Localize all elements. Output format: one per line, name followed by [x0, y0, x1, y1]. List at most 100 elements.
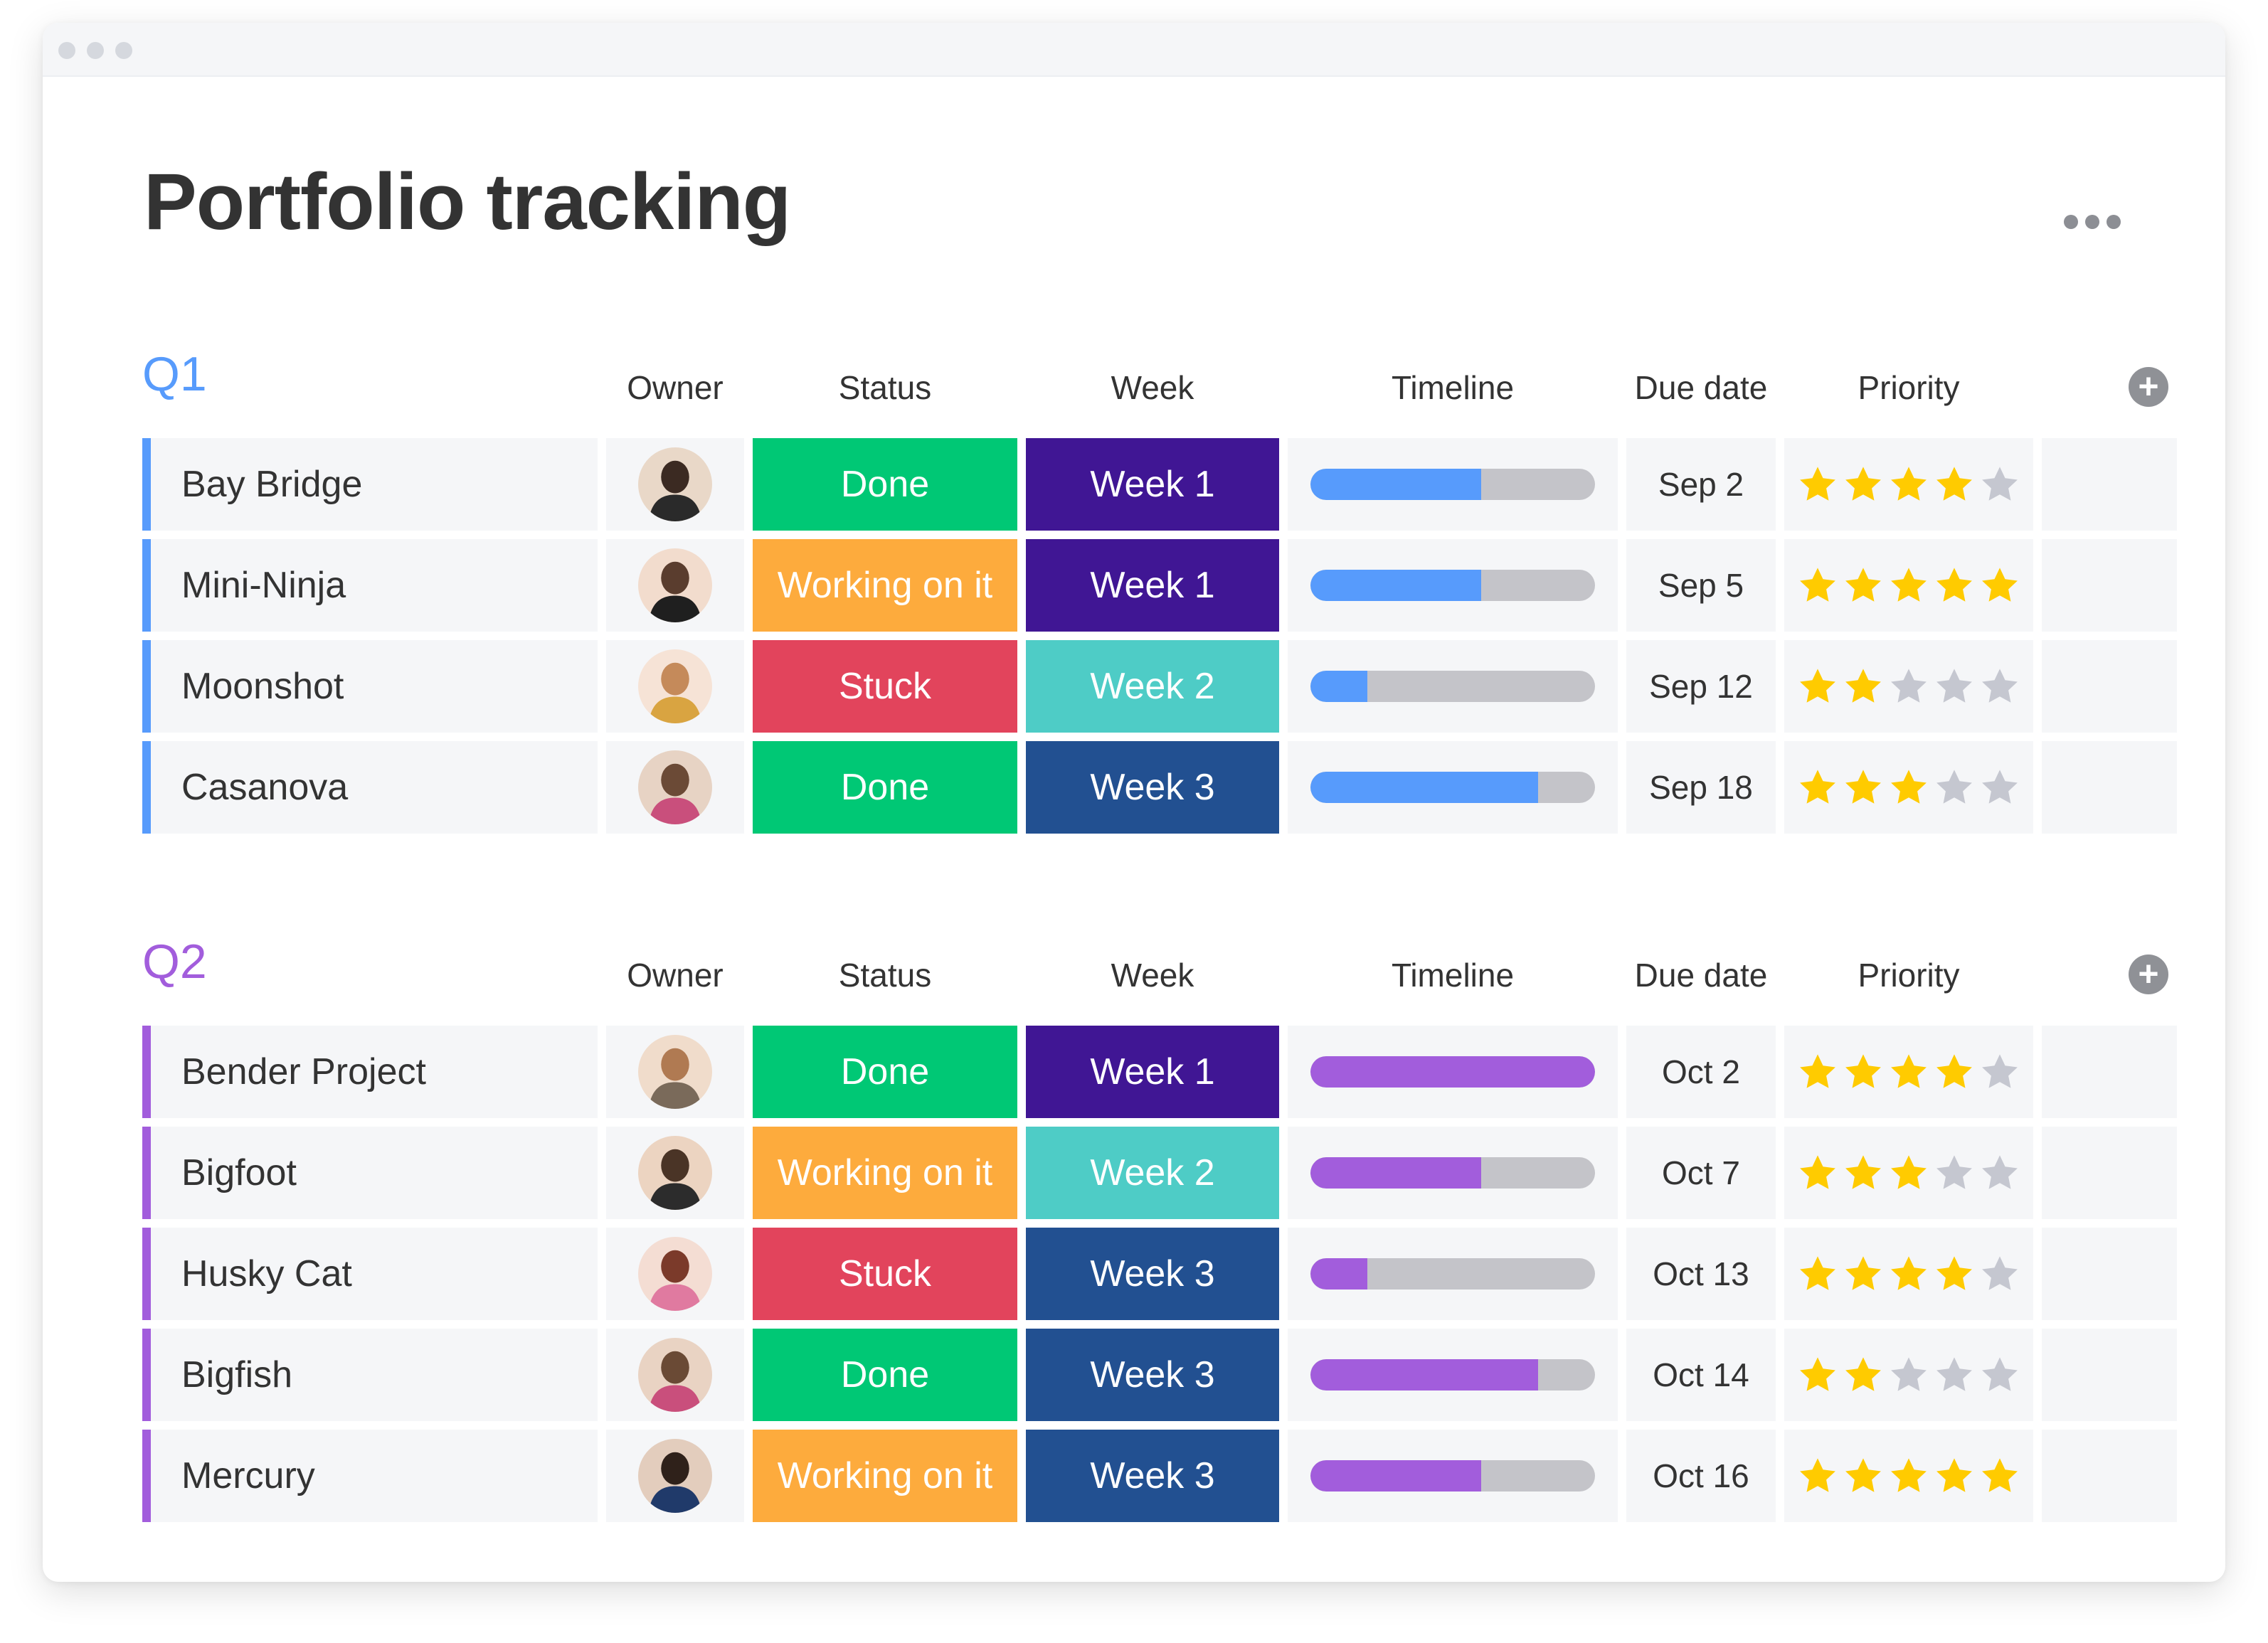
column-header-status[interactable]: Status [838, 369, 932, 406]
star-filled-icon[interactable] [1843, 1455, 1884, 1496]
add-column-icon[interactable]: + [2129, 955, 2168, 994]
timeline-cell[interactable] [1288, 1127, 1618, 1219]
timeline-bar[interactable] [1310, 1460, 1595, 1492]
column-header-priority[interactable]: Priority [1858, 957, 1960, 994]
star-filled-icon[interactable] [1934, 1051, 1975, 1092]
timeline-bar[interactable] [1310, 1056, 1595, 1088]
timeline-bar[interactable] [1310, 1258, 1595, 1290]
star-filled-icon[interactable] [1934, 565, 1975, 606]
timeline-bar[interactable] [1310, 469, 1595, 500]
due-date[interactable]: Oct 7 [1626, 1127, 1776, 1219]
column-header-due[interactable]: Due date [1634, 369, 1768, 406]
group-title[interactable]: Q1 [142, 347, 207, 401]
week-label[interactable]: Week 3 [1026, 741, 1279, 834]
owner-cell[interactable] [606, 1228, 744, 1320]
column-header-timeline[interactable]: Timeline [1391, 369, 1515, 406]
star-filled-icon[interactable] [1979, 565, 2020, 606]
add-column-icon[interactable]: + [2129, 367, 2168, 407]
status-label[interactable]: Working on it [753, 1127, 1017, 1219]
item-name-cell[interactable]: Mercury [142, 1430, 598, 1522]
status-label[interactable]: Stuck [753, 640, 1017, 733]
avatar-icon[interactable] [638, 447, 712, 521]
status-label[interactable]: Done [753, 1329, 1017, 1421]
owner-cell[interactable] [606, 741, 744, 834]
week-label[interactable]: Week 3 [1026, 1228, 1279, 1320]
status-label[interactable]: Working on it [753, 539, 1017, 632]
week-label[interactable]: Week 3 [1026, 1430, 1279, 1522]
column-header-owner[interactable]: Owner [627, 369, 724, 406]
timeline-cell[interactable] [1288, 1228, 1618, 1320]
week-label[interactable]: Week 1 [1026, 1026, 1279, 1118]
column-header-timeline[interactable]: Timeline [1391, 957, 1515, 994]
star-filled-icon[interactable] [1888, 1152, 1929, 1193]
avatar-icon[interactable] [638, 1439, 712, 1513]
star-empty-icon[interactable] [1934, 767, 1975, 808]
star-filled-icon[interactable] [1888, 464, 1929, 505]
timeline-cell[interactable] [1288, 741, 1618, 834]
week-label[interactable]: Week 1 [1026, 438, 1279, 531]
column-header-week[interactable]: Week [1111, 369, 1194, 406]
due-date[interactable]: Sep 18 [1626, 741, 1776, 834]
item-name-cell[interactable]: Bigfoot [142, 1127, 598, 1219]
due-date[interactable]: Sep 5 [1626, 539, 1776, 632]
column-header-status[interactable]: Status [838, 957, 932, 994]
item-name-cell[interactable]: Bender Project [142, 1026, 598, 1118]
star-empty-icon[interactable] [1979, 464, 2020, 505]
column-header-week[interactable]: Week [1111, 957, 1194, 994]
star-filled-icon[interactable] [1797, 565, 1838, 606]
due-date[interactable]: Oct 16 [1626, 1430, 1776, 1522]
item-name-cell[interactable]: Mini-Ninja [142, 539, 598, 632]
timeline-cell[interactable] [1288, 1329, 1618, 1421]
group-title[interactable]: Q2 [142, 935, 207, 989]
avatar-icon[interactable] [638, 1338, 712, 1412]
timeline-bar[interactable] [1310, 570, 1595, 601]
owner-cell[interactable] [606, 1430, 744, 1522]
avatar-icon[interactable] [638, 649, 712, 723]
priority-rating[interactable] [1784, 640, 2033, 733]
due-date[interactable]: Oct 2 [1626, 1026, 1776, 1118]
due-date[interactable]: Sep 12 [1626, 640, 1776, 733]
timeline-cell[interactable] [1288, 438, 1618, 531]
column-header-due[interactable]: Due date [1634, 957, 1768, 994]
empty-cell[interactable] [2042, 1026, 2177, 1118]
priority-rating[interactable] [1784, 438, 2033, 531]
owner-cell[interactable] [606, 640, 744, 733]
star-filled-icon[interactable] [1843, 1354, 1884, 1395]
empty-cell[interactable] [2042, 741, 2177, 834]
empty-cell[interactable] [2042, 1329, 2177, 1421]
status-label[interactable]: Done [753, 1026, 1017, 1118]
owner-cell[interactable] [606, 1127, 744, 1219]
table-row[interactable]: Bigfish Done Week 3 Oct 14 [142, 1329, 2177, 1421]
status-label[interactable]: Working on it [753, 1430, 1017, 1522]
avatar-icon[interactable] [638, 1237, 712, 1311]
avatar-icon[interactable] [638, 750, 712, 824]
empty-cell[interactable] [2042, 1228, 2177, 1320]
star-filled-icon[interactable] [1797, 1354, 1838, 1395]
timeline-bar[interactable] [1310, 671, 1595, 702]
item-name-cell[interactable]: Casanova [142, 741, 598, 834]
avatar-icon[interactable] [638, 1136, 712, 1210]
star-empty-icon[interactable] [1979, 1253, 2020, 1294]
table-row[interactable]: Casanova Done Week 3 Sep 18 [142, 741, 2177, 834]
star-filled-icon[interactable] [1934, 464, 1975, 505]
star-empty-icon[interactable] [1979, 767, 2020, 808]
timeline-cell[interactable] [1288, 1026, 1618, 1118]
star-filled-icon[interactable] [1888, 767, 1929, 808]
week-label[interactable]: Week 2 [1026, 640, 1279, 733]
timeline-bar[interactable] [1310, 772, 1595, 803]
star-empty-icon[interactable] [1934, 1152, 1975, 1193]
week-label[interactable]: Week 3 [1026, 1329, 1279, 1421]
priority-rating[interactable] [1784, 1430, 2033, 1522]
empty-cell[interactable] [2042, 640, 2177, 733]
window-dot-icon[interactable] [115, 42, 132, 59]
owner-cell[interactable] [606, 438, 744, 531]
timeline-cell[interactable] [1288, 539, 1618, 632]
window-dot-icon[interactable] [58, 42, 75, 59]
star-filled-icon[interactable] [1843, 666, 1884, 707]
column-header-owner[interactable]: Owner [627, 957, 724, 994]
timeline-bar[interactable] [1310, 1157, 1595, 1189]
table-row[interactable]: Mercury Working on it Week 3 Oct 16 [142, 1430, 2177, 1522]
star-filled-icon[interactable] [1843, 565, 1884, 606]
item-name-cell[interactable]: Moonshot [142, 640, 598, 733]
star-filled-icon[interactable] [1797, 1152, 1838, 1193]
